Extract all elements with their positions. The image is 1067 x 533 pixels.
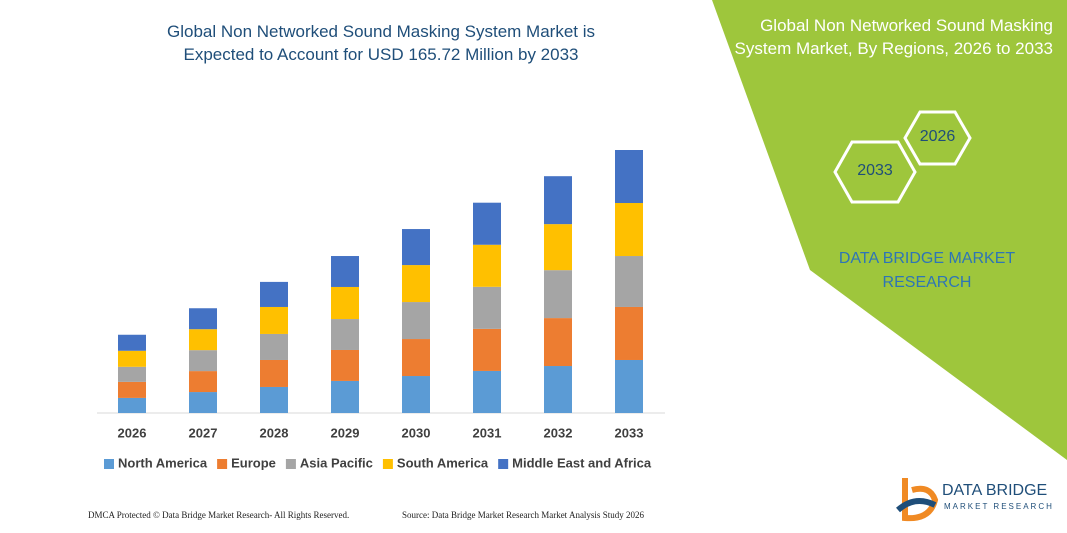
legend-swatch (382, 459, 393, 469)
logo-name: DATA BRIDGE (942, 482, 1048, 499)
bar-segment (189, 371, 217, 393)
bar-segment (402, 302, 430, 340)
x-tick-label: 2028 (260, 425, 289, 440)
brand-text: DATA BRIDGE MARKET RESEARCH (838, 250, 1016, 291)
bar-segment (331, 286, 359, 320)
bar-segment (189, 392, 217, 413)
hexagon-label: 2026 (919, 128, 956, 145)
x-tick-label: 2031 (473, 425, 502, 440)
bar-segment (615, 306, 643, 360)
bar-segment (118, 397, 146, 413)
bar-segment (189, 329, 217, 351)
legend-swatch (285, 459, 296, 469)
x-tick-label: 2027 (189, 425, 218, 440)
bar-segment (331, 256, 359, 287)
bar-segment (402, 339, 430, 377)
bar-segment (189, 350, 217, 372)
bar-segment (189, 308, 217, 330)
chart-title: Global Non Networked Sound Masking Syste… (166, 22, 595, 64)
legend-swatch (104, 459, 114, 469)
legend-label: Middle East and Africa (512, 455, 652, 470)
x-tick-label: 2029 (331, 425, 360, 440)
bar-segment (118, 366, 146, 382)
logo-icon (902, 478, 939, 522)
x-tick-label: 2026 (118, 425, 147, 440)
bar-segment (473, 370, 501, 413)
bar-segment (544, 318, 572, 367)
bar-segment (118, 334, 146, 351)
bar-segment (544, 366, 572, 413)
hexagon-label: 2033 (857, 162, 893, 179)
bar-segment (544, 176, 572, 225)
x-tick-label: 2032 (544, 425, 573, 440)
bar-segment (473, 328, 501, 371)
bar-segment (615, 256, 643, 307)
bar-segment (260, 306, 288, 334)
bar-segment (331, 349, 359, 381)
bar-segment (118, 381, 146, 398)
logo-tagline: MARKET RESEARCH (944, 502, 1054, 511)
bar-segment (260, 281, 288, 307)
x-tick-label: 2033 (615, 425, 644, 440)
bar-segment (402, 376, 430, 413)
bar-segment (544, 224, 572, 271)
legend-swatch (217, 459, 228, 469)
x-tick-label: 2030 (402, 425, 431, 440)
bar-segment (118, 350, 146, 367)
hexagon (833, 140, 917, 204)
legend-swatch (498, 459, 509, 469)
bar-segment (402, 265, 430, 303)
footer-source: Source: Data Bridge Market Research Mark… (402, 510, 644, 520)
chart: 2026 2027 2028 2029 2030 2031 2032 2033 North Am… (97, 150, 665, 470)
bar-segment (544, 270, 572, 319)
bar-segment (331, 319, 359, 350)
legend-label: Europe (231, 455, 276, 470)
bar-segment (473, 244, 501, 287)
footer-dmca: DMCA Protected © Data Bridge Market Rese… (88, 510, 350, 520)
bar-segment (473, 286, 501, 329)
bar-segment (260, 359, 288, 387)
bar-segment (615, 150, 643, 204)
bar-segment (473, 202, 501, 245)
bar-segment (615, 359, 643, 413)
legend-label: North America (118, 455, 208, 470)
legend-label: Asia Pacific (300, 455, 373, 470)
bar-segment (402, 229, 430, 266)
bar-segment (260, 333, 288, 360)
green-panel (712, 0, 1067, 460)
bar-segment (260, 386, 288, 413)
bar-segment (331, 380, 359, 413)
legend-label: South America (397, 455, 489, 470)
hexagon (903, 110, 972, 166)
panel-title: Global Non Networked Sound Masking Syste… (734, 16, 1053, 58)
logo-icon (896, 498, 937, 513)
bar-segment (615, 203, 643, 257)
